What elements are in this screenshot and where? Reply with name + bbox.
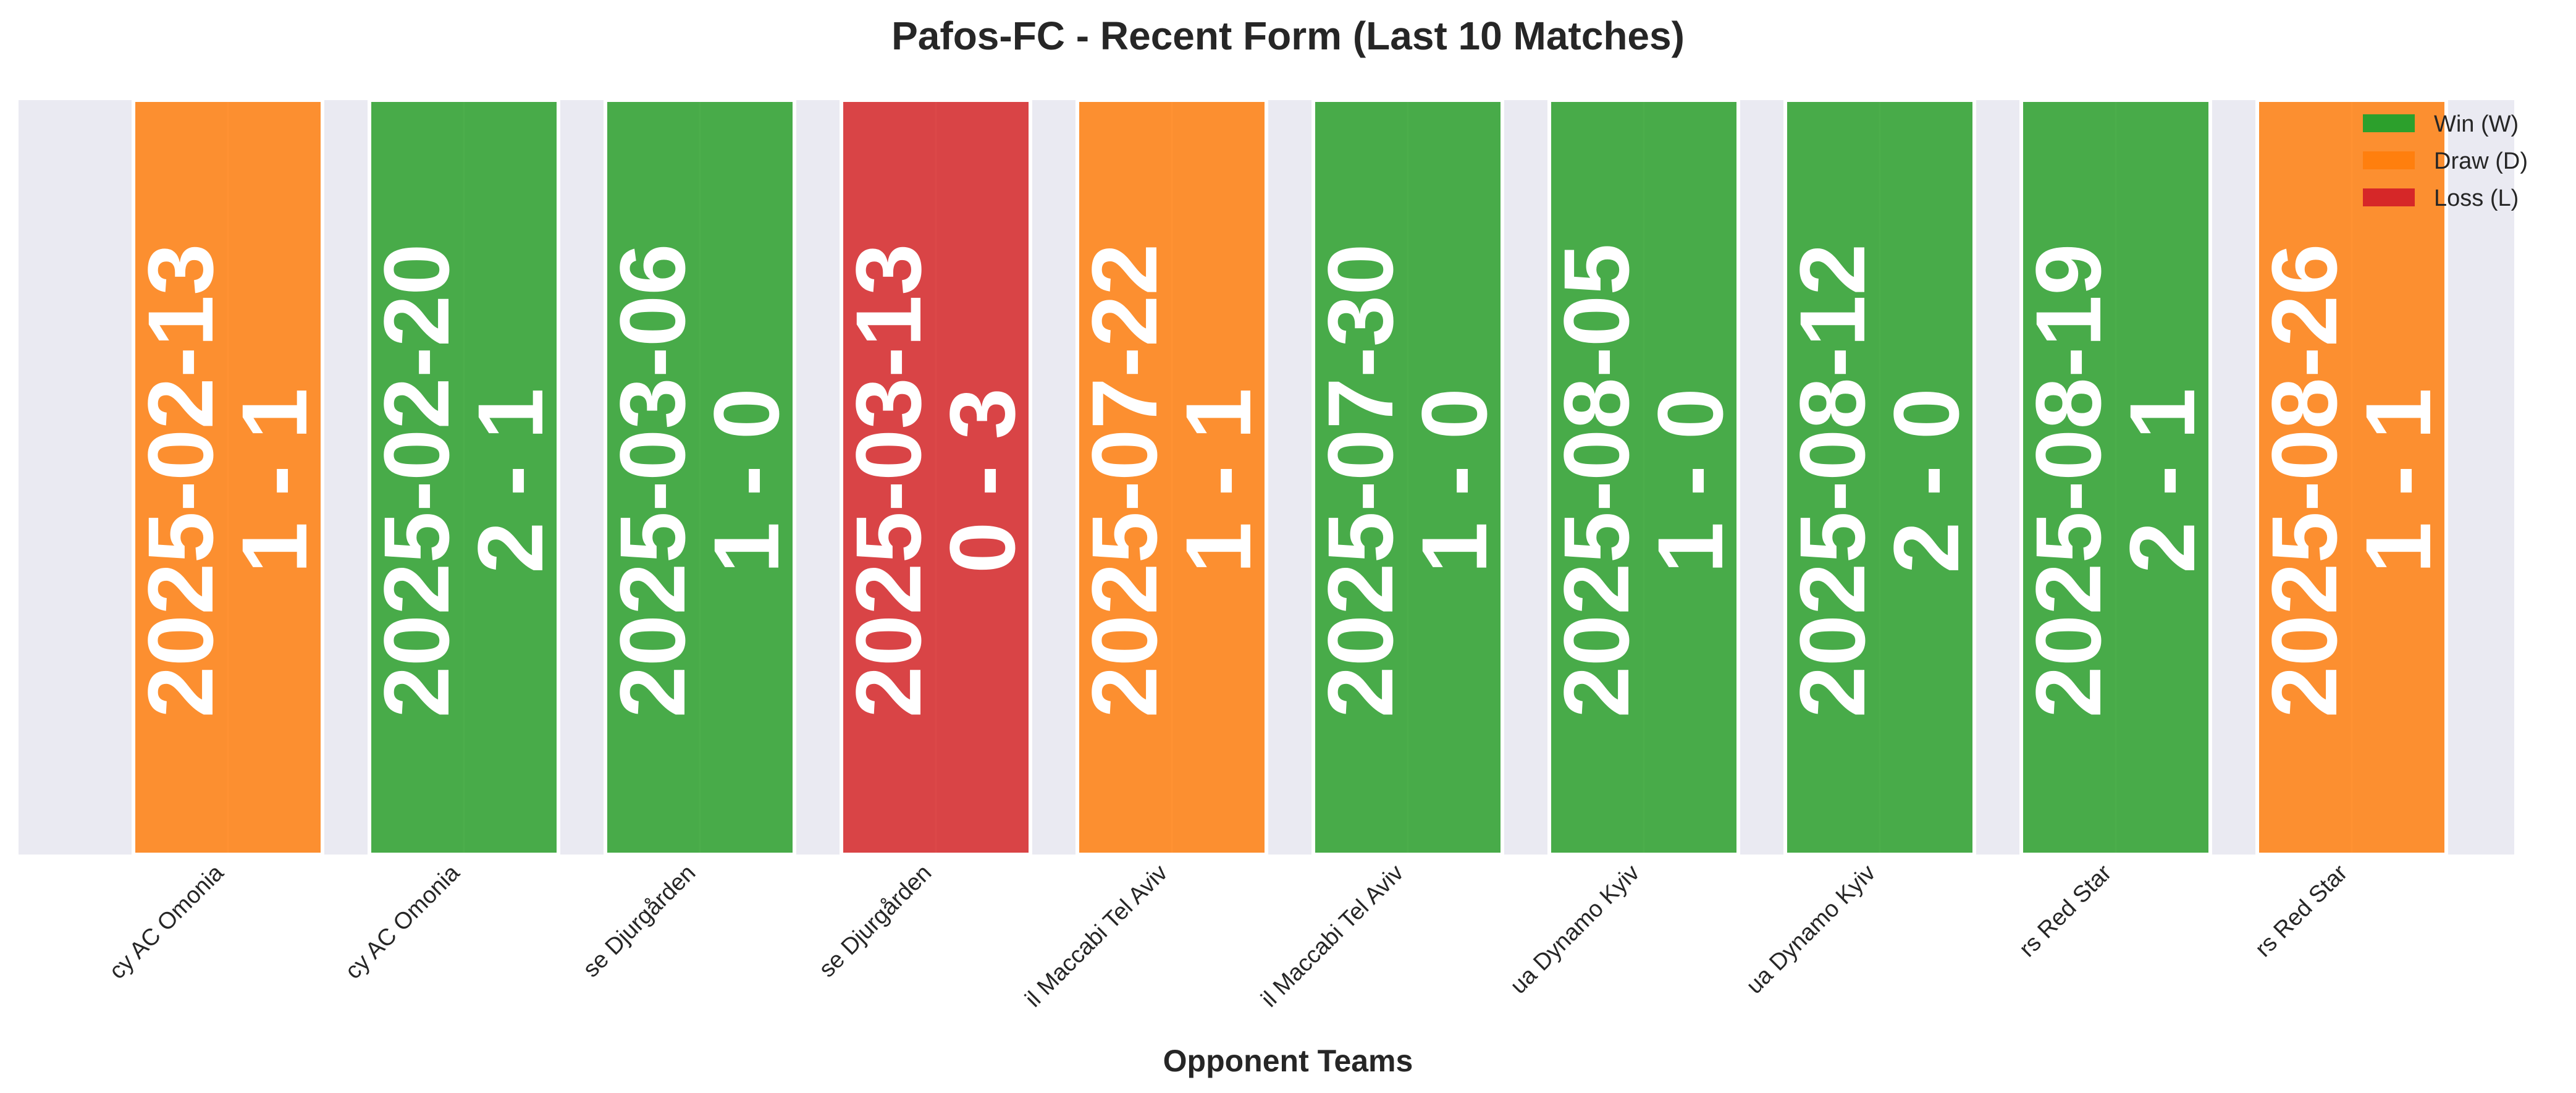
bar-score-9: 2 - 1 — [2110, 388, 2214, 573]
bar-date-7: 2025-08-05 — [1544, 243, 1648, 717]
legend-label-W: Win (W) — [2434, 111, 2519, 137]
bar-8 — [1783, 98, 1976, 856]
x-tick-label-5: il Maccabi Tel Aviv — [1021, 860, 1173, 1013]
bar-date-4: 2025-03-13 — [836, 243, 940, 717]
legend-swatch-D — [2363, 151, 2415, 169]
x-tick-label-7: ua Dynamo Kyiv — [1505, 860, 1644, 999]
bar-10 — [2255, 98, 2448, 856]
x-tick-label-1: cy AC Omonia — [104, 859, 229, 984]
bar-score-1: 1 - 1 — [222, 388, 326, 573]
bar-label-1: 2025-02-131 - 1 — [128, 243, 326, 717]
legend-label-L: Loss (L) — [2434, 185, 2519, 211]
bar-score-8: 2 - 0 — [1874, 388, 1978, 573]
bar-score-10: 1 - 1 — [2346, 388, 2450, 573]
bar-5 — [1075, 98, 1268, 856]
legend-swatch-W — [2363, 114, 2415, 132]
bar-2 — [368, 98, 560, 856]
bar-6 — [1311, 98, 1504, 856]
bar-label-7: 2025-08-051 - 0 — [1544, 243, 1742, 717]
x-tick-labels: cy AC Omonia cy AC Omonia se Djurgården se … — [104, 859, 2353, 1012]
bar-label-10: 2025-08-261 - 1 — [2252, 243, 2450, 717]
bar-label-2: 2025-02-202 - 1 — [364, 243, 562, 717]
legend-label-D: Draw (D) — [2434, 148, 2528, 174]
bar-label-4: 2025-03-130 - 3 — [836, 243, 1034, 717]
bar-score-5: 1 - 1 — [1166, 388, 1270, 573]
x-tick-label-10: rs Red Star — [2250, 859, 2353, 962]
bar-score-4: 0 - 3 — [930, 388, 1034, 573]
bar-date-5: 2025-07-22 — [1072, 243, 1176, 717]
bar-4 — [840, 98, 1032, 856]
x-axis-label: Opponent Teams — [1163, 1044, 1413, 1078]
bar-3 — [604, 98, 796, 856]
x-tick-label-8: ua Dynamo Kyiv — [1741, 860, 1880, 999]
legend: Win (W) Draw (D) Loss (L) — [2363, 111, 2528, 211]
bar-label-6: 2025-07-301 - 0 — [1308, 243, 1506, 717]
bar-score-3: 1 - 0 — [694, 388, 798, 573]
bar-date-8: 2025-08-12 — [1780, 243, 1884, 717]
bar-score-7: 1 - 0 — [1638, 388, 1742, 573]
x-tick-label-9: rs Red Star — [2014, 859, 2117, 962]
bar-date-6: 2025-07-30 — [1308, 243, 1412, 717]
bars-group — [132, 98, 2448, 856]
bar-1 — [132, 98, 324, 856]
x-tick-label-3: se Djurgården — [578, 860, 701, 982]
bar-7 — [1547, 98, 1740, 856]
bar-date-10: 2025-08-26 — [2252, 243, 2356, 717]
bar-date-3: 2025-03-06 — [600, 243, 704, 717]
bar-label-8: 2025-08-122 - 0 — [1780, 243, 1978, 717]
x-tick-label-6: il Maccabi Tel Aviv — [1256, 860, 1409, 1013]
bar-score-6: 1 - 0 — [1402, 388, 1506, 573]
bar-date-2: 2025-02-20 — [364, 243, 468, 717]
legend-swatch-L — [2363, 188, 2415, 206]
bar-labels-group: 2025-02-131 - 1 2025-02-202 - 1 2025-03-06… — [128, 243, 2450, 717]
chart-title: Pafos-FC - Recent Form (Last 10 Matches) — [891, 14, 1685, 58]
bar-date-9: 2025-08-19 — [2016, 243, 2120, 717]
bar-9 — [2019, 98, 2212, 856]
bar-label-5: 2025-07-221 - 1 — [1072, 243, 1270, 717]
x-tick-label-4: se Djurgården — [814, 860, 937, 982]
bar-label-3: 2025-03-061 - 0 — [600, 243, 798, 717]
x-tick-label-2: cy AC Omonia — [340, 859, 465, 984]
bar-date-1: 2025-02-13 — [128, 243, 232, 717]
bar-score-2: 2 - 1 — [458, 388, 562, 573]
bar-label-9: 2025-08-192 - 1 — [2016, 243, 2214, 717]
